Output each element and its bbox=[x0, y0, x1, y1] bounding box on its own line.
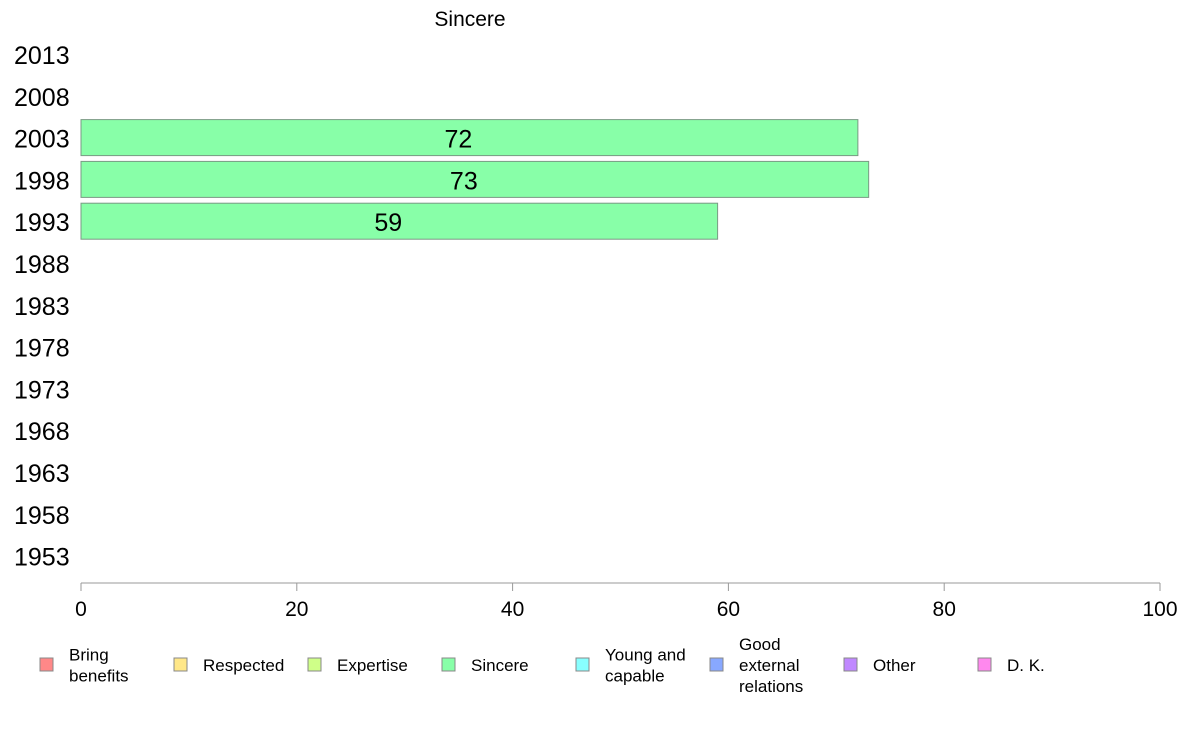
category-label-2003: 2003 bbox=[14, 126, 70, 154]
category-label-1973: 1973 bbox=[14, 376, 70, 404]
legend-swatch bbox=[709, 657, 724, 672]
x-tick-label-0: 0 bbox=[75, 598, 87, 621]
bar-1993 bbox=[80, 202, 719, 240]
legend-swatch bbox=[575, 657, 590, 672]
legend-label: Sincere bbox=[471, 656, 529, 675]
legend-item-4: Young and capable bbox=[575, 646, 686, 686]
x-tick-label-40: 40 bbox=[501, 598, 524, 621]
legend-swatch bbox=[39, 657, 54, 672]
category-label-1988: 1988 bbox=[14, 251, 70, 279]
legend-label: Expertise bbox=[337, 656, 408, 675]
category-label-1983: 1983 bbox=[14, 293, 70, 321]
category-label-1958: 1958 bbox=[14, 502, 70, 530]
category-label-1963: 1963 bbox=[14, 460, 70, 488]
category-label-1953: 1953 bbox=[14, 544, 70, 572]
legend-swatch bbox=[307, 657, 322, 672]
legend-label: Other bbox=[873, 656, 916, 675]
legend-swatch bbox=[843, 657, 858, 672]
legend-swatch bbox=[441, 657, 456, 672]
legend-label: Bring benefits bbox=[69, 646, 129, 686]
legend-label: Young and capable bbox=[605, 646, 686, 686]
legend-item-1: Respected bbox=[173, 656, 284, 675]
x-tick-label-100: 100 bbox=[1142, 598, 1177, 621]
legend-label: Respected bbox=[203, 656, 284, 675]
category-label-1968: 1968 bbox=[14, 418, 70, 446]
legend-item-3: Sincere bbox=[441, 656, 529, 675]
legend-item-2: Expertise bbox=[307, 656, 408, 675]
legend-item-5: Good external relations bbox=[709, 635, 803, 696]
legend-item-6: Other bbox=[843, 656, 916, 675]
category-label-2013: 2013 bbox=[14, 42, 70, 70]
legend: Bring benefits Respected Expertise Sincere Yo… bbox=[39, 635, 1045, 696]
category-label-2008: 2008 bbox=[14, 84, 70, 112]
chart-title: Sincere bbox=[434, 8, 505, 31]
category-label-1978: 1978 bbox=[14, 335, 70, 363]
bar-1998 bbox=[80, 160, 870, 198]
category-label-1993: 1993 bbox=[14, 209, 70, 237]
legend-label: Good external relations bbox=[739, 635, 803, 696]
bars-layer: 72 73 59 bbox=[80, 119, 870, 240]
x-tick-label-20: 20 bbox=[285, 598, 308, 621]
bar-2003 bbox=[80, 119, 859, 157]
category-labels: 2013 2008 2003 1998 1993 1988 1983 1978 1973 1968… bbox=[14, 42, 70, 572]
category-label-1998: 1998 bbox=[14, 167, 70, 195]
data-label-2003: 72 bbox=[445, 126, 473, 154]
legend-swatch bbox=[173, 657, 188, 672]
data-label-1998: 73 bbox=[450, 167, 478, 195]
legend-item-0: Bring benefits bbox=[39, 646, 129, 686]
x-axis: 0 20 40 60 80 100 bbox=[75, 582, 1178, 621]
x-tick-label-80: 80 bbox=[933, 598, 956, 621]
x-tick-label-60: 60 bbox=[717, 598, 740, 621]
legend-label: D. K. bbox=[1007, 656, 1045, 675]
data-label-1993: 59 bbox=[374, 209, 402, 237]
legend-swatch bbox=[977, 657, 992, 672]
legend-item-7: D. K. bbox=[977, 656, 1045, 675]
